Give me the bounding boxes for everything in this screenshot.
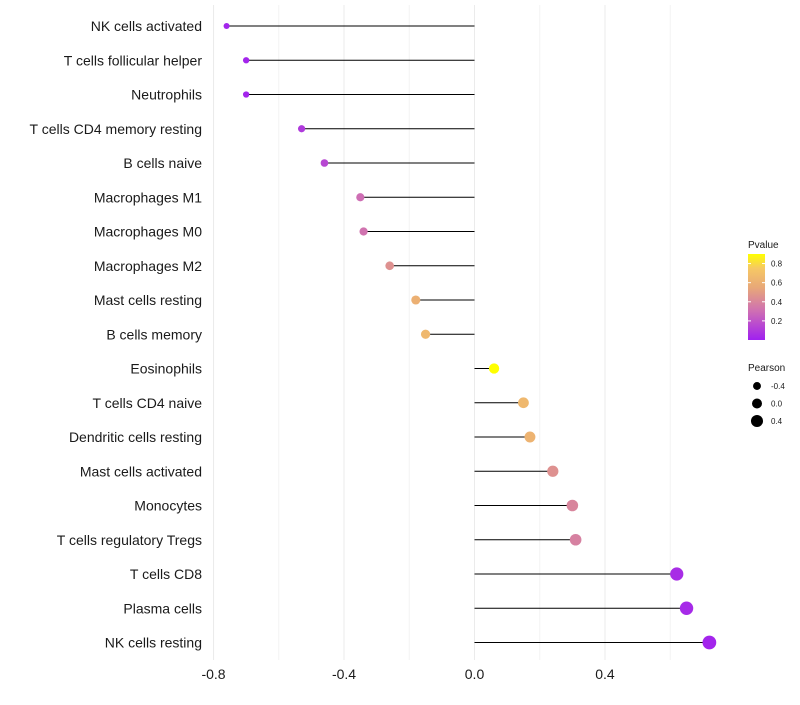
category-label-3: T cells CD4 memory resting <box>30 121 202 137</box>
pvalue-legend-tick-3: 0.2 <box>771 317 783 326</box>
point-5 <box>356 193 365 202</box>
point-1 <box>242 57 250 64</box>
lollipop-points <box>223 22 717 650</box>
point-14 <box>566 499 579 512</box>
point-18 <box>702 635 717 650</box>
pearson-legend-label-0: -0.4 <box>771 382 785 391</box>
point-10 <box>488 363 500 374</box>
point-16 <box>670 567 684 581</box>
point-7 <box>385 261 395 271</box>
point-2 <box>242 91 250 98</box>
pearson-legend-key-1 <box>752 398 762 409</box>
category-label-9: B cells memory <box>106 326 202 342</box>
category-label-2: Neutrophils <box>131 87 202 103</box>
category-label-10: Eosinophils <box>130 361 202 377</box>
category-label-11: T cells CD4 naive <box>93 395 203 411</box>
category-label-1: T cells follicular helper <box>64 52 203 68</box>
point-12 <box>524 431 536 443</box>
pearson-legend-label-2: 0.4 <box>771 417 783 426</box>
category-label-16: T cells CD8 <box>130 566 202 582</box>
category-label-14: Monocytes <box>134 498 202 514</box>
category-label-4: B cells naive <box>123 155 202 171</box>
category-label-7: Macrophages M2 <box>94 258 202 274</box>
category-label-6: Macrophages M0 <box>94 224 202 240</box>
pvalue-legend-tick-0: 0.8 <box>771 260 783 269</box>
x-tick-label-1: -0.4 <box>332 666 356 682</box>
point-8 <box>411 295 421 305</box>
pvalue-colorbar <box>748 254 765 340</box>
pearson-legend-key-2 <box>750 414 764 428</box>
category-label-13: Mast cells activated <box>80 463 202 479</box>
category-label-18: NK cells resting <box>105 635 202 651</box>
point-9 <box>420 329 431 339</box>
lollipop-stems <box>226 25 710 643</box>
point-4 <box>320 159 329 167</box>
pvalue-legend-tick-2: 0.4 <box>771 298 783 307</box>
point-3 <box>297 125 306 133</box>
category-labels: NK cells activated T cells follicular hel… <box>30 18 203 651</box>
point-6 <box>359 227 368 236</box>
point-0 <box>223 22 230 30</box>
point-15 <box>569 533 582 546</box>
pearson-legend-title: Pearson <box>748 363 785 374</box>
pvalue-legend-title: Pvalue <box>748 240 779 251</box>
point-11 <box>518 397 529 409</box>
x-tick-label-0: -0.8 <box>201 666 225 682</box>
category-label-12: Dendritic cells resting <box>69 429 202 445</box>
pvalue-legend-tick-1: 0.6 <box>771 279 783 288</box>
x-tick-label-3: 0.4 <box>595 666 615 682</box>
category-label-0: NK cells activated <box>91 18 202 34</box>
legend: Pvalue Pearson 0.8 0.6 0.4 0.2 -0.4 0.0 0.4 <box>748 240 785 428</box>
point-13 <box>547 465 559 477</box>
pearson-legend-label-1: 0.0 <box>771 400 783 409</box>
category-label-5: Macrophages M1 <box>94 189 202 205</box>
x-tick-label-2: 0.0 <box>465 666 485 682</box>
category-label-17: Plasma cells <box>123 600 202 616</box>
category-label-15: T cells regulatory Tregs <box>57 532 202 548</box>
point-17 <box>679 601 694 615</box>
category-label-8: Mast cells resting <box>94 292 202 308</box>
pearson-legend-key-0 <box>753 382 761 390</box>
x-axis-ticks: -0.8 -0.4 0.0 0.4 <box>201 666 614 682</box>
grid-lines <box>213 5 671 660</box>
